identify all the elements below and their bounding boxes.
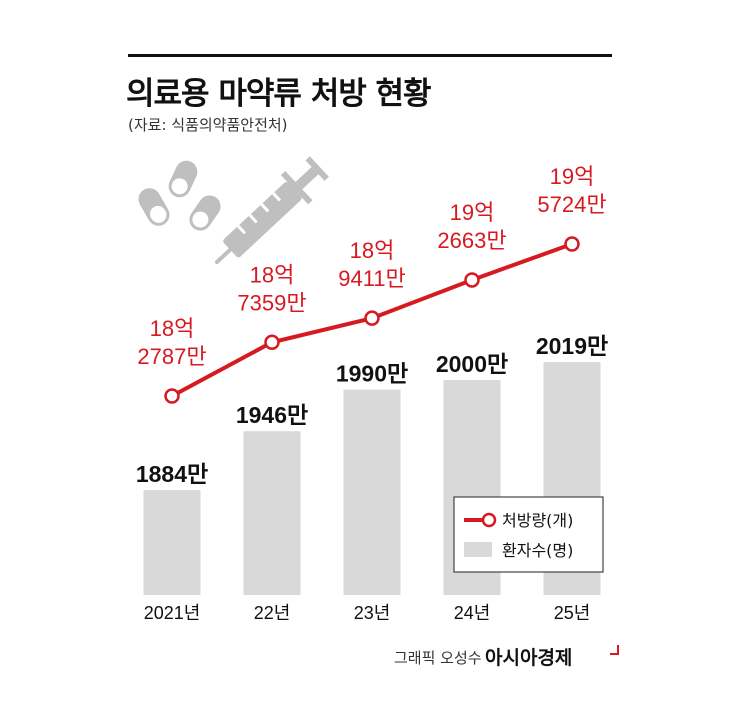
legend-label-prescriptions: 처방량(개) (502, 511, 573, 530)
line-point-3 (464, 272, 480, 288)
x-tick-label-3: 24년 (454, 603, 491, 623)
bar-value-label-2: 1990만 (336, 360, 408, 386)
line-value-label-3-line1: 19억 (450, 200, 495, 225)
chart-source: (자료: 식품의약품안전처) (128, 116, 288, 134)
line-point-2 (364, 310, 380, 326)
line-value-label-4-line1: 19억 (550, 164, 595, 189)
x-tick-label-1: 22년 (254, 603, 291, 623)
bar-value-label-3: 2000만 (436, 351, 508, 377)
line-value-label-2-line1: 18억 (350, 238, 395, 263)
legend-box (453, 496, 604, 573)
line-value-label-4-line2: 5724만 (537, 192, 606, 217)
legend-line-marker (481, 512, 497, 528)
graphic-credit: 그래픽 오성수 (394, 649, 482, 667)
bar-patients-0 (143, 490, 201, 595)
x-tick-label-4: 25년 (554, 603, 591, 623)
bar-patients-2 (343, 389, 401, 595)
line-value-label-0-line1: 18억 (150, 316, 195, 341)
bar-value-label-4: 2019만 (536, 333, 608, 359)
syringe-icon (215, 156, 329, 264)
legend-bar-swatch (464, 542, 492, 557)
line-value-label-3-line2: 2663만 (437, 228, 506, 253)
legend: 처방량(개) 환자수(명) (453, 496, 604, 573)
line-point-4 (564, 236, 580, 252)
line-point-0 (164, 388, 180, 404)
top-rule (128, 54, 612, 57)
bar-patients-1 (243, 431, 301, 595)
brand-mark-icon (610, 645, 619, 655)
legend-label-patients: 환자수(명) (502, 541, 573, 560)
line-point-1 (264, 334, 280, 351)
pills-icon (138, 160, 221, 231)
line-value-label-1-line2: 7359만 (237, 290, 306, 315)
line-value-label-0-line2: 2787만 (137, 344, 206, 369)
chart-title: 의료용 마약류 처방 현황 (126, 76, 432, 112)
x-tick-label-2: 23년 (354, 603, 391, 623)
line-value-label-2-line2: 9411만 (338, 266, 406, 291)
bar-value-label-1: 1946만 (236, 402, 308, 428)
x-tick-label-0: 2021년 (144, 603, 201, 623)
brand-logo: 아시아경제 (485, 647, 573, 669)
line-value-label-1-line1: 18억 (250, 262, 295, 287)
bar-value-label-0: 1884만 (136, 461, 208, 487)
